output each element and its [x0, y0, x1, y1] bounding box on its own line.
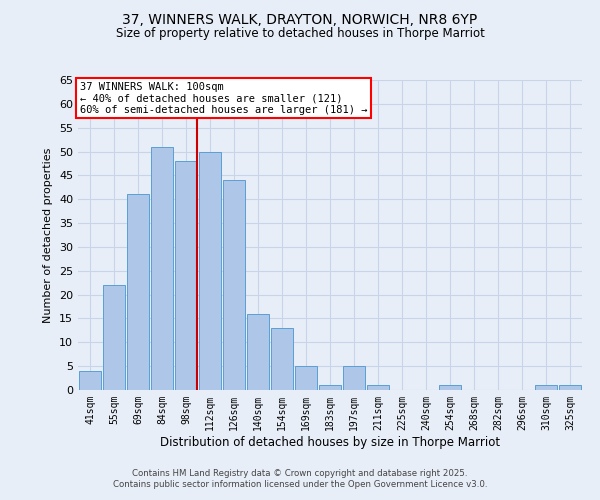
Bar: [439, 385, 461, 390]
Bar: [271, 328, 293, 390]
Bar: [295, 366, 317, 390]
Text: Size of property relative to detached houses in Thorpe Marriot: Size of property relative to detached ho…: [116, 28, 484, 40]
Bar: [319, 385, 341, 390]
Bar: [247, 314, 269, 390]
Bar: [79, 371, 101, 390]
Bar: [535, 385, 557, 390]
X-axis label: Distribution of detached houses by size in Thorpe Marriot: Distribution of detached houses by size …: [160, 436, 500, 448]
Bar: [151, 147, 173, 390]
Text: Contains HM Land Registry data © Crown copyright and database right 2025.: Contains HM Land Registry data © Crown c…: [132, 468, 468, 477]
Bar: [127, 194, 149, 390]
Bar: [199, 152, 221, 390]
Bar: [103, 285, 125, 390]
Bar: [223, 180, 245, 390]
Text: 37 WINNERS WALK: 100sqm
← 40% of detached houses are smaller (121)
60% of semi-d: 37 WINNERS WALK: 100sqm ← 40% of detache…: [80, 82, 367, 115]
Bar: [559, 385, 581, 390]
Bar: [175, 161, 197, 390]
Text: 37, WINNERS WALK, DRAYTON, NORWICH, NR8 6YP: 37, WINNERS WALK, DRAYTON, NORWICH, NR8 …: [122, 12, 478, 26]
Bar: [343, 366, 365, 390]
Text: Contains public sector information licensed under the Open Government Licence v3: Contains public sector information licen…: [113, 480, 487, 489]
Y-axis label: Number of detached properties: Number of detached properties: [43, 148, 53, 322]
Bar: [367, 385, 389, 390]
